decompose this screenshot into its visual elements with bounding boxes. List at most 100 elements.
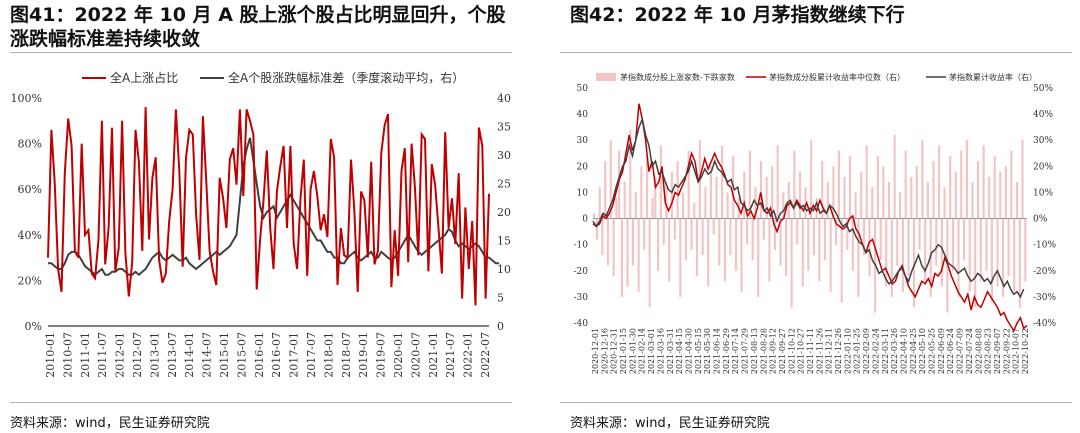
bar-up-minus-down	[1018, 218, 1021, 308]
bar-up-minus-down	[785, 218, 788, 276]
y-left-tick-label: 40	[577, 110, 589, 120]
figure-41-source: 资料来源：wind，民生证券研究院	[10, 416, 210, 431]
bar-up-minus-down	[673, 218, 676, 240]
bar-up-minus-down	[918, 218, 921, 250]
bar-up-minus-down	[893, 135, 896, 219]
x-tick-label: 2019-01	[357, 332, 370, 378]
bar-up-minus-down	[904, 150, 907, 219]
x-tick-label: 2022-01	[462, 332, 475, 378]
x-tick-label: 2016-01	[253, 332, 266, 378]
y-left-tick-label: -20	[574, 267, 589, 277]
bar-up-minus-down	[976, 161, 980, 219]
x-tick-label: 2022-08-23	[984, 328, 993, 374]
bar-up-minus-down	[915, 166, 918, 219]
bar-up-minus-down	[601, 218, 604, 256]
bar-up-minus-down	[721, 145, 724, 219]
bar-up-minus-down	[740, 218, 743, 292]
y-left-tick-label: 50	[577, 84, 589, 94]
bar-up-minus-down	[771, 166, 774, 219]
y-right-tick-label: -40%	[1033, 319, 1056, 329]
y-left-tick-label: 20%	[18, 274, 42, 287]
bar-up-minus-down	[793, 150, 796, 219]
bar-up-minus-down	[668, 218, 671, 282]
bar-up-minus-down	[718, 218, 721, 266]
bar-up-minus-down	[684, 218, 687, 261]
bar-up-minus-down	[762, 218, 765, 240]
bar-up-minus-down	[818, 218, 821, 282]
y-left-tick-label: 100%	[11, 92, 42, 105]
x-tick-label: 2022-04-25	[909, 328, 918, 374]
bar-up-minus-down	[951, 218, 955, 271]
bar-up-minus-down	[862, 218, 866, 256]
bar-up-minus-down	[879, 218, 882, 261]
x-tick-label: 2014-01	[183, 332, 196, 378]
bar-up-minus-down	[651, 197, 654, 219]
x-tick-label: 2022-03-11	[881, 328, 890, 374]
bar-up-minus-down	[812, 218, 815, 256]
y-right-tick-label: 25	[497, 178, 511, 191]
y-right-tick-label: 10	[497, 263, 511, 276]
bar-up-minus-down	[846, 218, 849, 250]
figure-42-source: 资料来源：wind，民生证券研究院	[570, 416, 770, 431]
bar-up-minus-down	[645, 155, 649, 219]
x-tick-label: 2022-09-22	[1002, 328, 1011, 374]
bar-up-minus-down	[690, 218, 693, 250]
bar-up-minus-down	[848, 155, 852, 219]
y-left-tick-label: 30	[577, 136, 589, 146]
bar-up-minus-down	[885, 218, 888, 287]
x-tick-label: 2021-09-27	[778, 328, 787, 374]
x-tick-label: 2015-07	[235, 332, 248, 378]
bar-up-minus-down	[779, 218, 782, 266]
series-line-up-ratio	[47, 107, 490, 306]
x-tick-label: 2022-06-09	[937, 328, 946, 374]
bar-up-minus-down	[693, 202, 696, 219]
bar-up-minus-down	[637, 218, 640, 292]
x-tick-label: 2022-01-25	[853, 328, 862, 374]
x-tick-label: 2022-07-24	[965, 328, 974, 374]
x-tick-label: 2022-07-09	[956, 328, 965, 374]
bar-up-minus-down	[932, 161, 935, 219]
bar-up-minus-down	[876, 155, 879, 219]
x-tick-label: 2021-07-29	[741, 328, 750, 374]
x-tick-label: 2021-04-30	[684, 328, 693, 374]
bar-up-minus-down	[954, 171, 957, 219]
bar-up-minus-down	[826, 182, 829, 219]
bar-up-minus-down	[971, 182, 974, 219]
x-tick-label: 2021-06-14	[713, 328, 722, 374]
x-tick-label: 2021-07	[444, 332, 457, 378]
x-tick-label: 2021-10-27	[797, 328, 806, 374]
y-right-tick-label: -10%	[1033, 241, 1056, 251]
bar-up-minus-down	[593, 213, 596, 219]
x-tick-label: 2011-01	[79, 332, 92, 378]
figure-42-bottom-rule	[560, 402, 1072, 403]
bar-up-minus-down	[832, 166, 835, 219]
x-tick-label: 2021-06-29	[722, 328, 731, 374]
x-tick-label: 2013-07	[166, 332, 179, 378]
y-left-tick-label: 0	[582, 215, 588, 225]
y-left-tick-label: 40%	[18, 229, 42, 242]
x-tick-label: 2021-11-11	[806, 328, 815, 374]
x-tick-label: 2021-03-31	[666, 328, 675, 374]
x-tick-label: 2021-04-15	[675, 328, 684, 374]
bar-up-minus-down	[701, 218, 704, 256]
bar-up-minus-down	[810, 140, 813, 219]
bar-up-minus-down	[670, 171, 674, 219]
bar-up-minus-down	[776, 145, 779, 219]
y-left-tick-label: -40	[574, 319, 589, 329]
y-left-tick-label: 60%	[18, 183, 42, 196]
bar-up-minus-down	[990, 218, 993, 303]
bar-up-minus-down	[868, 218, 871, 276]
bar-up-minus-down	[840, 218, 843, 303]
bar-up-minus-down	[926, 182, 929, 219]
bar-up-minus-down	[615, 197, 618, 219]
x-tick-label: 2022-10-22	[1021, 328, 1030, 374]
bar-up-minus-down	[912, 218, 916, 308]
x-tick-label: 2022-04-10	[899, 328, 908, 374]
bar-up-minus-down	[993, 155, 996, 219]
x-tick-label: 2019-07	[375, 332, 388, 378]
x-tick-label: 2021-08-13	[750, 328, 759, 374]
bar-up-minus-down	[787, 182, 790, 219]
x-tick-label: 2021-09-12	[769, 328, 778, 374]
x-tick-label: 2021-08-28	[759, 328, 768, 374]
x-tick-label: 2018-07	[340, 332, 353, 378]
